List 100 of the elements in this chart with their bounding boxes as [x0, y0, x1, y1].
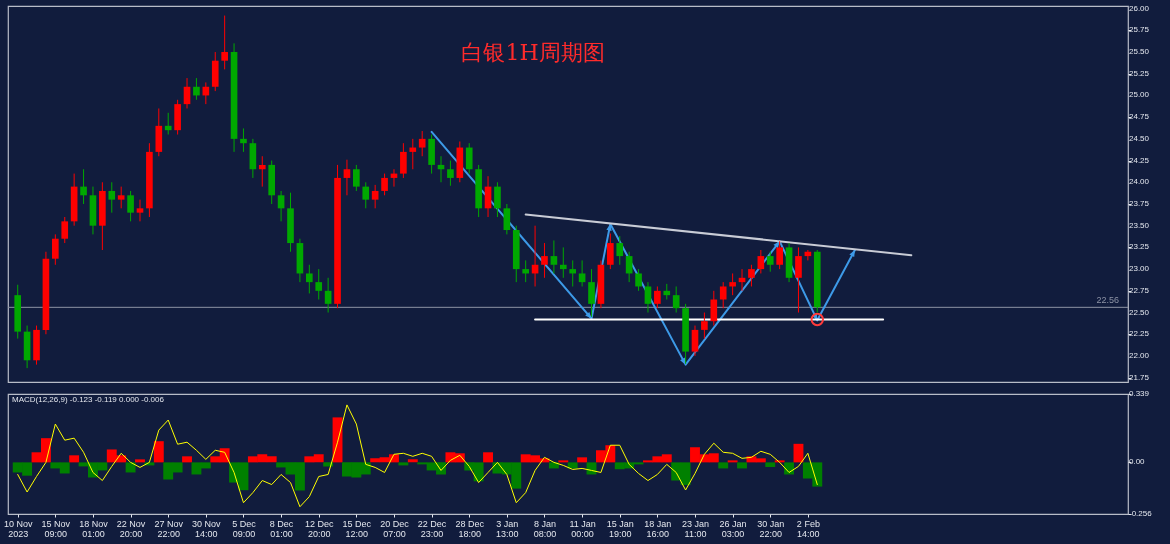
y-tick-label: 22.00	[1129, 350, 1150, 360]
y-tick-label: 23.25	[1129, 242, 1150, 252]
candlestick	[795, 246, 802, 314]
x-tick-label: 15 Jan 19:00	[606, 518, 634, 539]
y-tick-label: 24.75	[1129, 112, 1150, 122]
candlestick	[503, 203, 511, 235]
x-tick-label: 8 Dec 01:00	[269, 518, 294, 539]
candlestick	[315, 268, 323, 301]
chart-title: MACD(12,26,9) -0.123 -0.119 0.000 -0.006	[12, 395, 165, 404]
bar	[407, 459, 418, 463]
candlestick	[277, 190, 285, 222]
bar	[182, 456, 192, 463]
x-tick-label: 8 Jan 08:00	[533, 518, 557, 539]
y-tick-label: 25.00	[1129, 90, 1150, 100]
candlestick	[494, 181, 501, 218]
candlestick	[748, 264, 755, 287]
candlestick	[409, 138, 417, 170]
candlestick	[465, 142, 473, 175]
line-series	[430, 130, 856, 366]
y-tick-label: 0.339	[1129, 389, 1150, 398]
bar	[125, 462, 136, 473]
candlestick	[550, 239, 558, 274]
candlestick	[616, 235, 624, 266]
x-tick-label: 2 Feb 14:00	[796, 518, 820, 539]
bar	[398, 462, 409, 466]
candlestick	[588, 268, 595, 318]
bar	[727, 460, 738, 463]
y-tick-label: 23.75	[1129, 198, 1150, 208]
x-tick-label: 30 Jan 22:00	[757, 518, 785, 539]
candlestick	[400, 142, 407, 179]
candlestick	[117, 186, 125, 209]
y-tick-label: 22.50	[1129, 307, 1150, 317]
y-tick-label: 25.25	[1129, 68, 1150, 78]
x-tick-label: 3 Jan 13:00	[496, 518, 519, 539]
candlestick	[766, 251, 774, 273]
y-tick-label: -0.256	[1129, 509, 1153, 518]
candlestick	[371, 184, 379, 209]
candlestick	[635, 268, 642, 292]
candlestick	[522, 259, 529, 283]
bar	[718, 462, 729, 469]
candlestick	[729, 272, 736, 296]
bar	[135, 459, 145, 463]
y-tick-label: 25.75	[1129, 25, 1150, 35]
x-tick-label: 26 Jan 03:00	[719, 518, 747, 539]
candlestick	[193, 77, 200, 101]
candlestick	[578, 259, 586, 287]
y-tick-label: 21.75	[1129, 372, 1150, 382]
x-tick-label: 22 Dec 23:00	[417, 518, 447, 539]
y-tick-label: 23.50	[1129, 220, 1150, 230]
candlestick	[127, 190, 134, 222]
line-series	[17, 404, 818, 508]
y-tick-label: 24.50	[1129, 133, 1150, 143]
candlestick	[343, 159, 351, 196]
candlestick	[381, 173, 388, 196]
candlestick	[353, 164, 360, 192]
y-tick-label: 26.00	[1129, 3, 1150, 13]
candlestick	[710, 290, 718, 327]
candlestick	[164, 112, 172, 136]
y-tick-label: 24.00	[1129, 177, 1150, 187]
y-tick-label: 22.25	[1129, 329, 1150, 339]
x-tick-label: 15 Dec 12:00	[342, 518, 372, 539]
x-tick-label: 11 Jan 00:00	[569, 518, 596, 539]
candlestick	[776, 240, 783, 270]
candlestick	[719, 281, 727, 309]
candlestick	[221, 15, 228, 70]
candlestick	[541, 242, 548, 279]
x-tick-label: 10 Nov 2023	[3, 518, 33, 539]
bar	[577, 457, 588, 463]
x-tick-label: 18 Jan 16:00	[644, 518, 672, 539]
candlestick	[607, 233, 614, 270]
x-tick-label: 27 Nov 22:00	[154, 518, 184, 539]
bar	[737, 462, 747, 469]
x-tick-label: 22 Nov 20:00	[116, 518, 146, 539]
candlestick	[559, 246, 567, 279]
y-tick-label: 24.25	[1129, 155, 1150, 165]
bar	[567, 462, 578, 469]
candlestick	[61, 216, 69, 244]
bar	[558, 460, 569, 463]
candlestick	[305, 264, 313, 294]
bar	[483, 452, 493, 463]
x-tick-label: 5 Dec 09:00	[232, 518, 257, 539]
candlestick	[672, 285, 680, 314]
y-tick-label: 25.50	[1129, 47, 1150, 57]
x-tick-label: 23 Jan 11:00	[681, 518, 710, 539]
candlestick	[136, 199, 144, 222]
x-tick-label: 18 Nov 01:00	[79, 518, 109, 539]
x-tick-label: 15 Nov 09:00	[41, 518, 71, 539]
y-tick-label: 22.75	[1129, 285, 1150, 295]
candlestick	[80, 168, 87, 205]
candlestick	[757, 249, 765, 274]
bar	[153, 441, 164, 463]
x-tick-label: 12 Dec 20:00	[304, 518, 334, 539]
ref-line-label: 22.56	[1096, 295, 1119, 306]
x-tick-label: 28 Dec 18:00	[455, 518, 485, 539]
candlestick	[258, 155, 266, 188]
candlestick	[569, 259, 577, 287]
candlestick	[644, 281, 652, 314]
x-tick-label: 20 Dec 07:00	[380, 518, 410, 539]
candlestick	[362, 181, 370, 209]
y-tick-label: 0.00	[1129, 457, 1146, 467]
